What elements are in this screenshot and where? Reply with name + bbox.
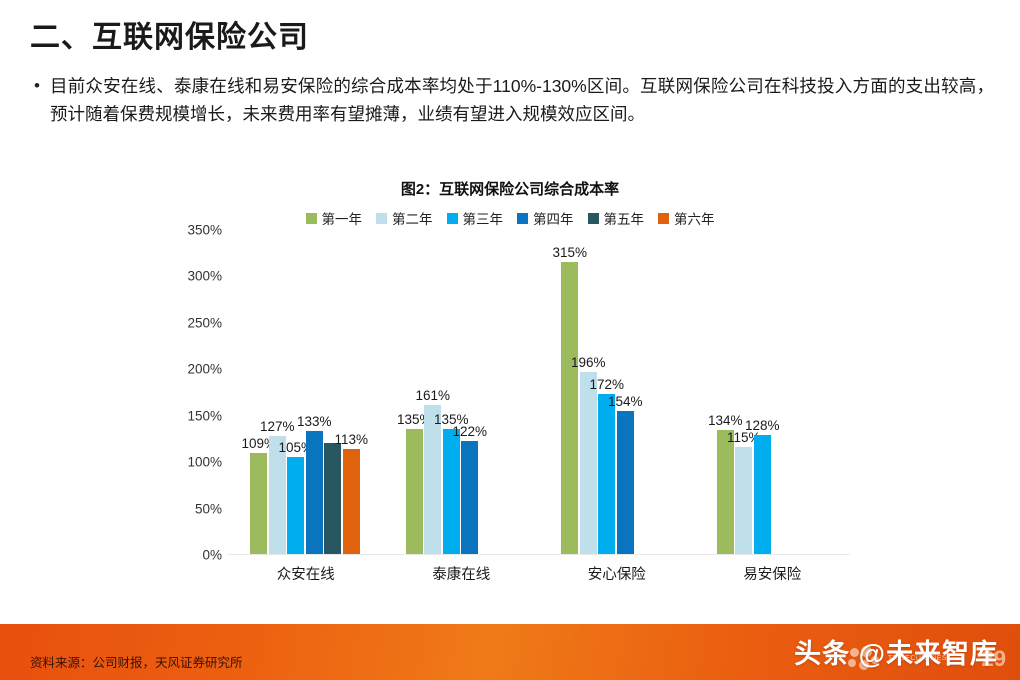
plot-area: 109% 127% 105% 133% 113% 135% 161% 135% 122% 315%… xyxy=(228,230,850,555)
legend-item-6[interactable]: 第六年 xyxy=(658,208,715,228)
page-number: 29 xyxy=(981,646,1006,671)
footer-source-text: 资料来源：公司财报，天风证券研究所 xyxy=(30,656,243,670)
bar-value-label: 127% xyxy=(259,419,295,435)
bar-value-label: 161% xyxy=(415,387,451,403)
bar-value-label: 135% xyxy=(433,411,469,427)
bar-value-label: 134% xyxy=(707,412,743,428)
bar-value-label: 113% xyxy=(334,432,369,448)
bar-value-label: 196% xyxy=(570,355,606,370)
y-axis-tick: 150% xyxy=(187,408,222,424)
bar-value-label: 135% xyxy=(396,411,432,427)
bar-value-label: 115% xyxy=(726,430,761,446)
x-axis-labels: 众安在线 泰康在线 安心保险 易安保险 xyxy=(228,563,850,589)
bar[interactable] xyxy=(735,447,753,554)
legend-swatch-icon xyxy=(446,212,458,224)
bar[interactable] xyxy=(324,442,342,554)
y-axis-tick: 0% xyxy=(202,547,222,563)
y-axis-tick: 100% xyxy=(187,454,222,470)
legend-swatch-icon xyxy=(376,212,387,224)
legend-item-1[interactable]: 第一年 xyxy=(305,208,363,228)
bullet-paragraph: • 目前众安在线、泰康在线和易安保险的综合成本率均处于110%-130%区间。互… xyxy=(34,72,994,128)
legend-item-2[interactable]: 第二年 xyxy=(376,208,433,228)
bar[interactable] xyxy=(561,261,579,554)
legend-label: 第六年 xyxy=(674,212,715,227)
logo-dots-icon xyxy=(848,646,882,672)
tf-securities-logo: TF SECURITIES xyxy=(848,646,968,676)
x-axis-category-label: 泰康在线 xyxy=(432,567,491,583)
legend-item-3[interactable]: 第三年 xyxy=(446,208,504,228)
y-axis-tick: 200% xyxy=(187,361,222,377)
legend-swatch-icon xyxy=(305,212,317,224)
chart-title: 图2：互联网保险公司综合成本率 xyxy=(400,181,620,198)
bar[interactable] xyxy=(424,404,442,554)
bar[interactable] xyxy=(268,436,286,554)
legend-label: 第二年 xyxy=(392,212,433,227)
x-axis-category-label: 易安保险 xyxy=(743,567,802,583)
page-title: 二、互联网保险公司 xyxy=(30,21,309,54)
y-axis-tick: 50% xyxy=(194,501,222,517)
bar[interactable] xyxy=(579,372,597,554)
bar[interactable] xyxy=(305,430,323,554)
bullet-marker: • xyxy=(34,76,40,95)
legend-label: 第四年 xyxy=(533,212,574,227)
bullet-body-text: 目前众安在线、泰康在线和易安保险的综合成本率均处于110%-130%区间。互联网… xyxy=(50,76,994,124)
legend-label: 第三年 xyxy=(462,212,504,227)
bar-group-3: 315% 196% 172% 154% xyxy=(552,229,672,554)
y-axis-tick: 350% xyxy=(187,222,222,238)
bar[interactable] xyxy=(598,394,616,554)
legend-item-4[interactable]: 第四年 xyxy=(517,208,574,228)
bar-value-label: 109% xyxy=(241,435,277,451)
x-axis-category-label: 众安在线 xyxy=(276,567,335,583)
legend-swatch-icon xyxy=(658,212,669,224)
bar-group-4: 134% 115% 128% xyxy=(708,229,828,554)
bar[interactable] xyxy=(461,440,479,554)
bar[interactable] xyxy=(287,456,305,554)
bar-value-label: 128% xyxy=(744,418,780,434)
bar-group-1: 109% 127% 105% 133% 113% xyxy=(241,229,368,554)
bar[interactable] xyxy=(442,428,460,554)
bar-value-label: 105% xyxy=(278,439,314,455)
bar[interactable] xyxy=(716,429,734,554)
bar[interactable] xyxy=(342,449,360,554)
bar[interactable] xyxy=(405,428,423,554)
baseline xyxy=(228,554,850,555)
bar-value-label: 172% xyxy=(589,377,625,393)
bar-value-label: 133% xyxy=(296,413,332,429)
legend-label: 第五年 xyxy=(603,212,645,227)
bar-value-label: 122% xyxy=(452,423,488,439)
legend-swatch-icon xyxy=(517,212,528,224)
bar[interactable] xyxy=(753,435,771,554)
chart-figure: 图2：互联网保险公司综合成本率 第一年 第二年 第三年 第四年 第五年 第六年 0% 50%… xyxy=(170,178,850,588)
legend-label: 第一年 xyxy=(321,212,363,227)
bar[interactable] xyxy=(250,452,268,554)
y-axis: 0% 50% 100% 150% 200% 250% 300% 350% xyxy=(170,223,228,563)
watermark-text: 头条 @未来智库 xyxy=(794,639,998,669)
bar[interactable] xyxy=(616,411,634,554)
bar-group-2: 135% 161% 135% 122% xyxy=(397,229,517,554)
legend-swatch-icon xyxy=(587,212,599,224)
bar-value-label: 154% xyxy=(607,394,643,409)
footer-bar: 资料来源：公司财报，天风证券研究所 TF SECURITIES 29 头条 @未… xyxy=(0,624,1020,680)
x-axis-category-label: 安心保险 xyxy=(587,567,646,583)
y-axis-tick: 250% xyxy=(187,315,222,331)
legend-item-5[interactable]: 第五年 xyxy=(587,208,645,228)
tf-logo-text: TF SECURITIES xyxy=(888,655,948,662)
chart-plot: 0% 50% 100% 150% 200% 250% 300% 350% 109% 127% 10… xyxy=(170,223,850,563)
y-axis-tick: 300% xyxy=(187,268,222,284)
chart-legend: 第一年 第二年 第三年 第四年 第五年 第六年 xyxy=(170,208,850,228)
bar-value-label: 315% xyxy=(552,244,588,260)
